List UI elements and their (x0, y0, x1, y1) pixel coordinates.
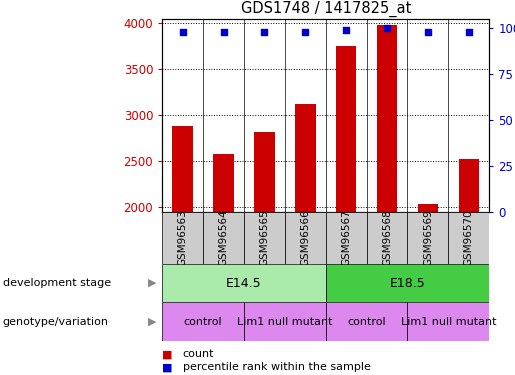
Bar (377, 25, 397, 375)
Point (465, 28, 473, 34)
Bar (325, 302, 407, 341)
Point (260, 28, 268, 34)
Text: GSM96567: GSM96567 (341, 210, 351, 267)
Bar (325, 212, 367, 264)
Text: GSM96570: GSM96570 (464, 210, 474, 266)
Bar (254, 132, 274, 375)
Text: genotype/variation: genotype/variation (3, 316, 109, 327)
Bar (213, 154, 234, 375)
Text: GSM96563: GSM96563 (178, 210, 187, 267)
Text: control: control (184, 316, 222, 327)
Text: ▶: ▶ (148, 316, 156, 327)
Bar (244, 302, 325, 341)
Bar (336, 46, 356, 375)
Text: GSM96566: GSM96566 (300, 210, 311, 267)
Bar (203, 212, 244, 264)
Text: GSM96569: GSM96569 (423, 210, 433, 267)
Text: E14.5: E14.5 (226, 277, 262, 290)
Bar (162, 302, 244, 341)
Text: development stage: development stage (3, 278, 111, 288)
Text: Lim1 null mutant: Lim1 null mutant (237, 316, 333, 327)
Point (219, 28, 228, 34)
Bar (285, 212, 325, 264)
Bar (162, 212, 203, 264)
Point (301, 28, 310, 34)
Bar (244, 212, 285, 264)
Bar (325, 264, 489, 302)
Bar (449, 212, 489, 264)
Bar (407, 302, 489, 341)
Text: percentile rank within the sample: percentile rank within the sample (183, 363, 371, 372)
Title: GDS1748 / 1417825_at: GDS1748 / 1417825_at (241, 1, 411, 17)
Bar (418, 204, 438, 375)
Point (424, 28, 432, 34)
Text: control: control (347, 316, 386, 327)
Point (179, 28, 187, 34)
Bar (295, 104, 316, 375)
Text: ■: ■ (162, 350, 173, 359)
Text: E18.5: E18.5 (390, 277, 425, 290)
Text: GSM96564: GSM96564 (218, 210, 229, 267)
Text: count: count (183, 350, 214, 359)
Text: GSM96568: GSM96568 (382, 210, 392, 267)
Text: GSM96565: GSM96565 (260, 210, 269, 267)
Text: ▶: ▶ (148, 278, 156, 288)
Bar (162, 264, 325, 302)
Bar (367, 212, 407, 264)
Point (342, 27, 350, 33)
Bar (458, 159, 479, 375)
Bar (173, 126, 193, 375)
Text: Lim1 null mutant: Lim1 null mutant (401, 316, 496, 327)
Text: ■: ■ (162, 363, 173, 372)
Bar (407, 212, 449, 264)
Point (383, 25, 391, 31)
